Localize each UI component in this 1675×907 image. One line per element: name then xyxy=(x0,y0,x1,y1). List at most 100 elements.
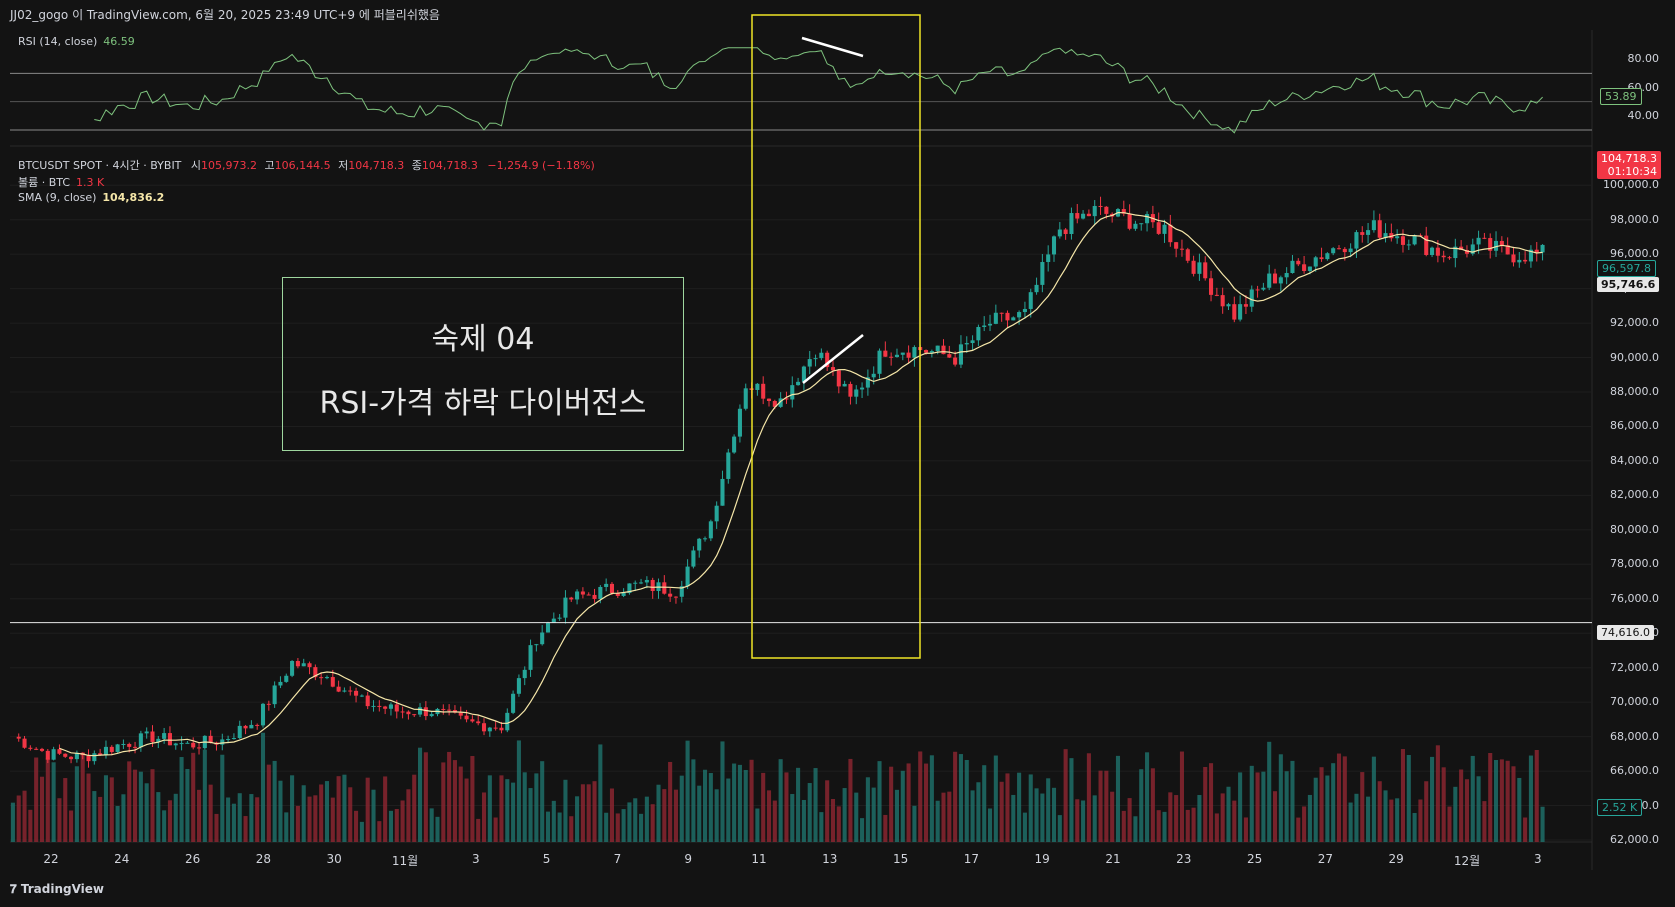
candle-body xyxy=(301,663,306,667)
candle-body xyxy=(348,690,353,692)
close-value: 104,718.3 xyxy=(421,159,478,172)
candle-body xyxy=(1400,236,1406,245)
rsi-legend[interactable]: RSI (14, close) 46.59 xyxy=(18,35,135,48)
candle-body xyxy=(1482,237,1487,239)
volume-bar xyxy=(755,808,760,842)
volume-bar xyxy=(1011,794,1016,842)
price-divergence-line xyxy=(802,334,864,384)
candle-body xyxy=(1459,246,1464,251)
volume-bar xyxy=(324,781,330,842)
sma-legend[interactable]: SMA (9, close) 104,836.2 xyxy=(18,191,164,204)
volume-bar xyxy=(627,802,632,842)
candle-body xyxy=(987,323,993,326)
volume-bar xyxy=(737,764,742,842)
volume-bar xyxy=(987,808,993,842)
candle-body xyxy=(365,695,370,707)
candle-body xyxy=(371,705,376,707)
volume-bar xyxy=(34,757,39,842)
candle-body xyxy=(115,744,120,752)
candle-body xyxy=(1081,213,1086,219)
candle-body xyxy=(580,591,585,595)
volume-bar xyxy=(1104,770,1109,842)
candle-body xyxy=(1092,205,1097,217)
volume-bar xyxy=(1162,811,1167,842)
candle-body xyxy=(1534,249,1539,253)
volume-bar xyxy=(121,794,126,842)
volume-bar xyxy=(1051,787,1057,842)
candle-body xyxy=(1377,220,1382,238)
last-price-tag: 104,718.3 01:10:34 xyxy=(1597,151,1661,179)
time-axis-label: 26 xyxy=(184,852,201,866)
candle-body xyxy=(1086,213,1091,217)
candle-body xyxy=(1168,224,1173,243)
volume-bar xyxy=(464,778,469,842)
volume-bar xyxy=(173,793,178,842)
candle-body xyxy=(1191,260,1196,274)
volume-bar xyxy=(726,778,731,842)
volume-bar xyxy=(278,780,283,842)
volume-bar xyxy=(545,811,551,842)
candle-body xyxy=(685,566,690,587)
candle-body xyxy=(592,594,597,599)
volume-bar xyxy=(1371,756,1376,842)
candle-body xyxy=(784,398,789,400)
candle-body xyxy=(679,586,684,597)
candle-body xyxy=(220,739,225,745)
volume-bar xyxy=(801,799,806,842)
price-legend[interactable]: BTCUSDT SPOT · 4시간 · BYBIT 시105,973.2 고1… xyxy=(18,157,595,173)
volume-bar xyxy=(935,800,940,842)
volume-bar xyxy=(1348,802,1353,842)
candle-body xyxy=(458,712,463,716)
volume-bar xyxy=(115,805,120,842)
volume-bar xyxy=(813,768,818,842)
low-value: 104,718.3 xyxy=(348,159,405,172)
candle-body xyxy=(1022,308,1027,313)
volume-bar xyxy=(1209,763,1214,842)
volume-legend[interactable]: 볼륨 · BTC 1.3 K xyxy=(18,174,104,190)
tradingview-logo[interactable]: 𝟕 TradingView xyxy=(10,882,104,897)
candle-body xyxy=(324,677,330,679)
candle-body xyxy=(516,678,521,694)
volume-bar xyxy=(1081,800,1086,842)
highlight-rectangle xyxy=(751,14,921,659)
volume-bar xyxy=(1284,771,1289,842)
volume-bar xyxy=(156,792,161,842)
price-axis-label: 76,000.0 xyxy=(1610,591,1659,605)
volume-bar xyxy=(69,810,74,842)
candle-body xyxy=(278,681,283,686)
volume-bar xyxy=(953,751,958,842)
candle-body xyxy=(493,727,498,729)
close-label: 종 xyxy=(411,159,422,172)
candle-body xyxy=(1383,233,1388,238)
volume-bar xyxy=(708,773,713,842)
volume-bar xyxy=(1302,806,1307,842)
candle-body xyxy=(243,725,248,729)
volume-bar xyxy=(1168,792,1173,842)
candle-body xyxy=(1226,304,1231,307)
volume-bar xyxy=(80,752,85,842)
candle-body xyxy=(511,693,516,713)
candle-body xyxy=(1005,312,1010,321)
candle-body xyxy=(575,591,580,600)
volume-bar xyxy=(778,759,783,842)
volume-bar xyxy=(743,769,748,842)
candle-body xyxy=(1453,246,1458,259)
volume-bar xyxy=(365,777,370,842)
candle-body xyxy=(993,312,998,324)
candle-body xyxy=(1051,236,1057,255)
volume-bar xyxy=(557,812,562,842)
candle-body xyxy=(1104,206,1109,214)
volume-bar xyxy=(551,800,556,842)
volume-bar xyxy=(1028,774,1033,842)
candle-body xyxy=(1523,259,1528,262)
volume-bar xyxy=(668,761,673,842)
rsi-line xyxy=(94,47,1543,134)
candle-body xyxy=(1028,292,1033,309)
annotation-box[interactable]: 숙제 04 RSI-가격 하락 다이버전스 xyxy=(282,277,684,451)
candle-body xyxy=(447,709,452,711)
candle-body xyxy=(1290,260,1295,274)
candle-body xyxy=(400,711,405,713)
candle-body xyxy=(92,753,97,762)
annotation-title: 숙제 04 xyxy=(431,322,535,357)
